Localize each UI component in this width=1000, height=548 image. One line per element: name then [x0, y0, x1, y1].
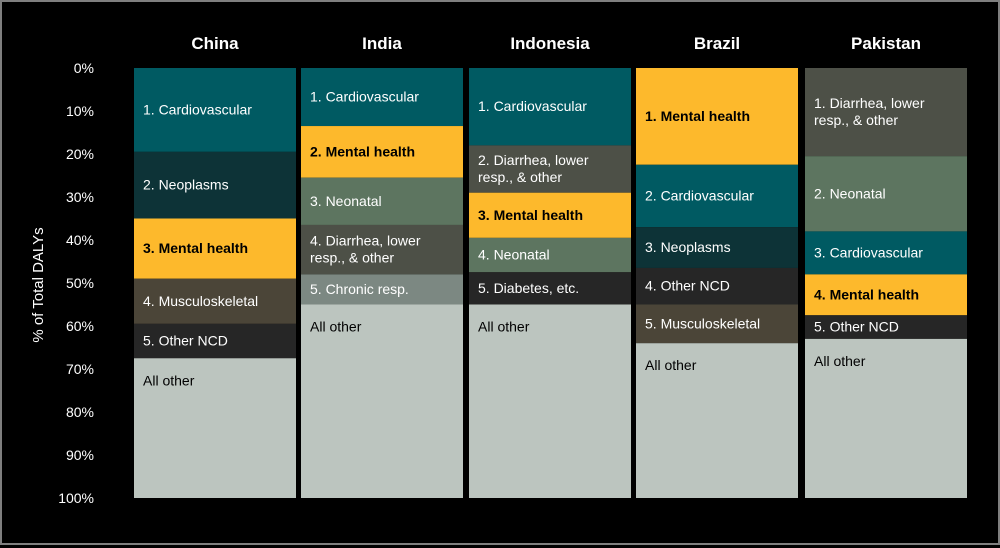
- bar-segment: [469, 68, 631, 146]
- segment-label: 1. Cardiovascular: [310, 89, 419, 105]
- bar-segment: [134, 358, 296, 498]
- bar-segment: [636, 267, 798, 305]
- segment-label: All other: [310, 319, 362, 335]
- segment-label: 3. Mental health: [143, 240, 248, 256]
- bar-segment: [636, 227, 798, 268]
- segment-label: 5. Chronic resp.: [310, 281, 409, 297]
- bar-segment: [301, 126, 463, 178]
- bar-brazil: Brazil 1. Mental health 2. Cardiovascular 3…: [636, 34, 798, 498]
- bar-segment: [805, 231, 967, 275]
- y-tick-label: 40%: [66, 232, 94, 248]
- segment-label: 2. Neoplasms: [143, 177, 229, 193]
- y-tick-label: 0%: [74, 60, 94, 76]
- y-tick-label: 90%: [66, 447, 94, 463]
- segment-label: 4. Musculoskeletal: [143, 293, 258, 309]
- segment-label: 5. Diabetes, etc.: [478, 280, 579, 296]
- bar-segment: [805, 274, 967, 316]
- y-tick-label: 100%: [58, 490, 94, 506]
- segment-label: 4. Mental health: [814, 286, 919, 302]
- country-label: Indonesia: [510, 34, 590, 53]
- segment-label: 1. Mental health: [645, 108, 750, 124]
- bar-segment: [301, 304, 463, 498]
- segment-label: 3. Cardiovascular: [814, 244, 923, 260]
- bar-segment: [301, 68, 463, 127]
- segment-label: 5. Other NCD: [143, 333, 228, 349]
- bar-group: China 1. Cardiovascular 2. Neoplasms 3. Men…: [134, 34, 967, 498]
- bar-segment: [469, 145, 631, 193]
- segment-label: 3. Mental health: [478, 207, 583, 223]
- segment-label: 4. Diarrhea, lower resp., & other: [310, 233, 421, 266]
- segment-label: 2. Neonatal: [814, 185, 886, 201]
- bar-segment: [134, 68, 296, 152]
- bar-segment: [636, 164, 798, 228]
- segment-label: 2. Diarrhea, lower resp., & other: [478, 152, 589, 185]
- segment-label: All other: [478, 319, 530, 335]
- bar-segment: [469, 192, 631, 238]
- segment-label: All other: [645, 357, 697, 373]
- y-tick-label: 30%: [66, 189, 94, 205]
- country-label: India: [362, 34, 402, 53]
- bar-india: India 1. Cardiovascular 2. Mental health 3.…: [301, 34, 463, 498]
- y-axis-ticks: 0% 10% 20% 30% 40% 50% 60% 70% 80% 90% 100%: [58, 60, 94, 506]
- segment-label: 3. Neoplasms: [645, 239, 731, 255]
- bar-pakistan: Pakistan 1. Diarrhea, lower resp., & other…: [805, 34, 967, 498]
- segment-label: 1. Diarrhea, lower resp., & other: [814, 95, 925, 128]
- bar-segment: [301, 274, 463, 305]
- bar-china: China 1. Cardiovascular 2. Neoplasms 3. Men…: [134, 34, 296, 498]
- y-tick-label: 20%: [66, 146, 94, 162]
- bar-segment: [805, 68, 967, 157]
- country-label: Brazil: [694, 34, 740, 53]
- segment-label: 1. Cardiovascular: [143, 101, 252, 117]
- bar-segment: [805, 156, 967, 232]
- bar-segment: [134, 151, 296, 219]
- segment-label: All other: [143, 372, 195, 388]
- segment-label: 5. Musculoskeletal: [645, 315, 760, 331]
- bar-segment: [469, 304, 631, 498]
- bar-segment: [301, 224, 463, 275]
- segment-label: 2. Mental health: [310, 143, 415, 159]
- bar-segment: [134, 323, 296, 359]
- y-tick-label: 80%: [66, 404, 94, 420]
- segment-label: 4. Neonatal: [478, 247, 550, 263]
- segment-label: All other: [814, 353, 866, 369]
- bar-segment: [805, 315, 967, 339]
- bar-segment: [134, 278, 296, 324]
- bar-segment: [636, 68, 798, 165]
- y-axis-title: % of Total DALYs: [30, 227, 47, 342]
- bar-segment: [469, 237, 631, 273]
- bar-segment: [134, 218, 296, 279]
- bar-indonesia: Indonesia 1. Cardiovascular 2. Diarrhea, l…: [469, 34, 631, 498]
- country-label: Pakistan: [851, 34, 921, 53]
- bar-segment: [301, 177, 463, 225]
- y-tick-label: 70%: [66, 361, 94, 377]
- bar-segment: [636, 304, 798, 344]
- segment-label: 1. Cardiovascular: [478, 98, 587, 114]
- segment-label: 2. Cardiovascular: [645, 187, 754, 203]
- segment-label: 4. Other NCD: [645, 278, 730, 294]
- bar-segment: [636, 343, 798, 498]
- y-tick-label: 60%: [66, 318, 94, 334]
- y-tick-label: 10%: [66, 103, 94, 119]
- country-label: China: [191, 34, 239, 53]
- bar-segment: [805, 338, 967, 498]
- bar-segment: [469, 272, 631, 305]
- y-tick-label: 50%: [66, 275, 94, 291]
- segment-label: 3. Neonatal: [310, 193, 382, 209]
- segment-label: 5. Other NCD: [814, 319, 899, 335]
